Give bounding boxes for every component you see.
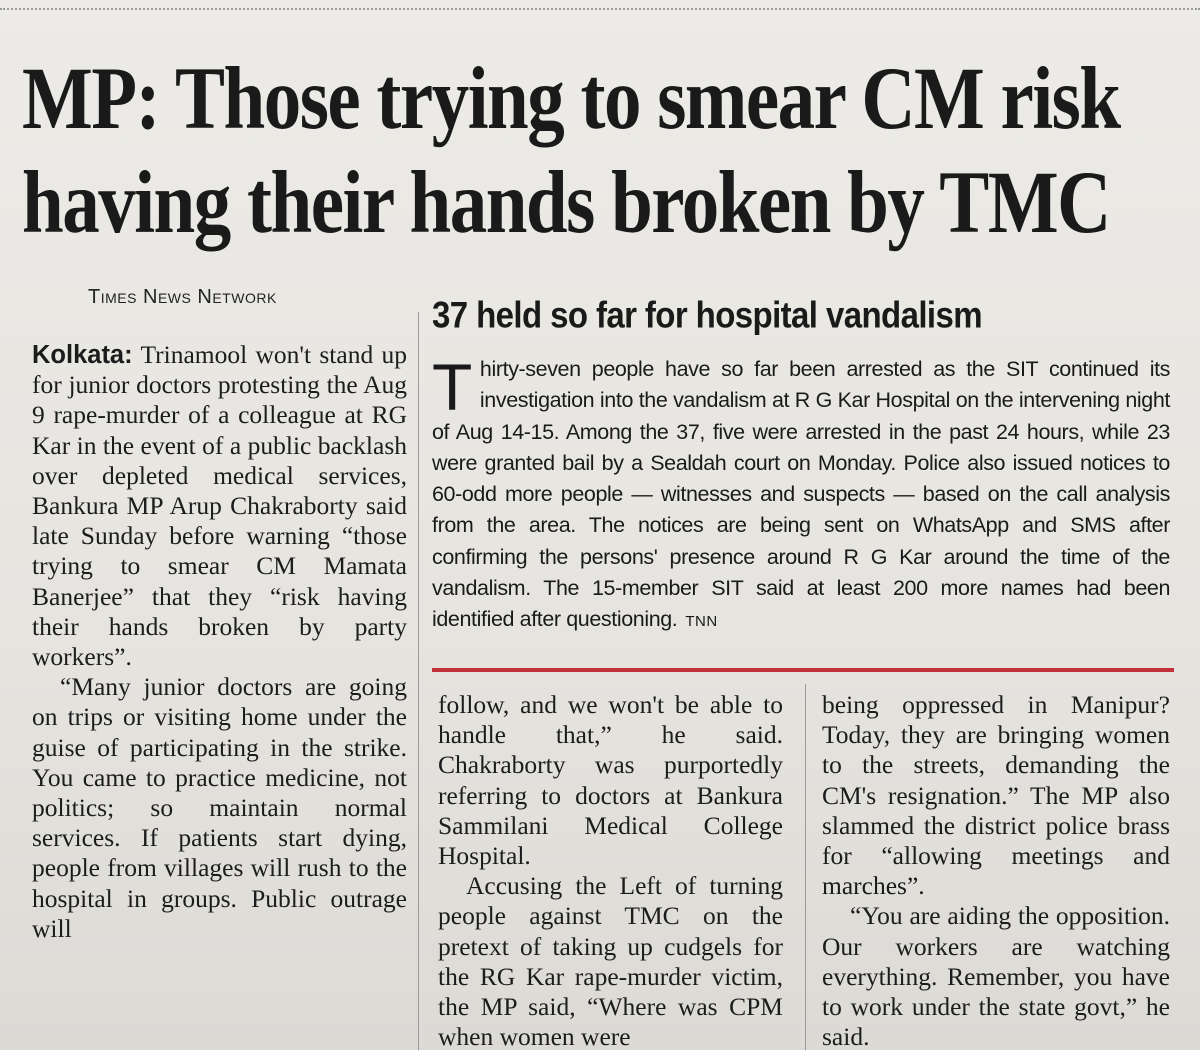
- article-paragraph: Kolkata: Trinamool won't stand up for ju…: [32, 340, 407, 672]
- sidebar-text: hirty-seven people have so far been arre…: [432, 357, 1170, 632]
- headline: MP: Those trying to smear CM risk having…: [22, 48, 1187, 256]
- column-divider: [805, 684, 806, 1050]
- article-column-1: Kolkata: Trinamool won't stand up for ju…: [32, 340, 407, 944]
- headline-line-2: having their hands broken by TMC: [22, 154, 1111, 253]
- article-paragraph: follow, and we won't be able to handle t…: [438, 690, 783, 871]
- article-column-3: being oppressed in Manipur? Today, they …: [822, 690, 1170, 1050]
- top-dotted-rule: [0, 0, 1200, 10]
- article-paragraph: Accusing the Left of turning people agai…: [438, 871, 783, 1050]
- article-paragraph: “You are aiding the opposition. Our work…: [822, 901, 1170, 1050]
- byline: Times News Network: [88, 286, 277, 308]
- red-divider-rule: [432, 668, 1174, 672]
- article-text: Trinamool won't stand up for junior doct…: [32, 340, 407, 672]
- headline-line-1: MP: Those trying to smear CM risk: [22, 50, 1121, 149]
- column-divider: [418, 312, 419, 1050]
- drop-cap: T: [432, 350, 472, 424]
- sidebar-headline: 37 held so far for hospital vandalism: [432, 294, 983, 336]
- dateline: Kolkata:: [32, 341, 133, 369]
- article-column-2: follow, and we won't be able to handle t…: [438, 690, 783, 1050]
- agency-tag: TNN: [685, 613, 718, 631]
- article-paragraph: “Many junior doctors are going on trips …: [32, 672, 407, 943]
- article-paragraph: being oppressed in Manipur? Today, they …: [822, 690, 1170, 901]
